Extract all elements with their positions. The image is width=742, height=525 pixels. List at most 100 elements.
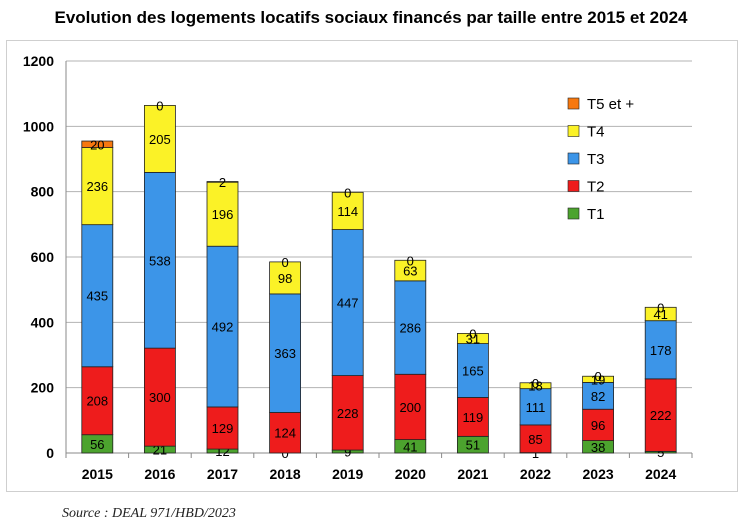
data-label: 9 [344,445,351,460]
bar-segment [269,293,302,413]
legend-swatch [567,207,580,220]
data-label: 208 [86,394,108,409]
x-tick-label: 2017 [207,466,238,482]
data-label: 19 [591,372,605,387]
bar-segment [81,147,114,226]
x-tick-label: 2019 [332,466,363,482]
data-label: 0 [407,253,414,268]
bar-segment [206,406,239,450]
x-tick-label: 2024 [645,466,676,482]
bar-segment [582,408,614,441]
x-tick-label: 2023 [583,466,614,482]
data-label: 0 [344,185,351,200]
legend-label: T1 [587,206,605,223]
data-label: 300 [149,390,171,405]
bar-segment [331,191,364,230]
legend-swatch [567,125,580,137]
legend-swatch [567,97,580,110]
bar-segment [456,397,489,437]
legend-swatch [567,152,580,165]
data-label: 98 [278,271,292,286]
data-label: 165 [462,364,484,379]
data-label: 363 [274,346,296,361]
data-label: 129 [212,421,234,436]
legend-label: T4 [587,124,605,141]
data-label: 0 [594,369,601,384]
y-tick-label: 800 [31,184,55,200]
data-label: 178 [650,343,672,358]
x-tick-label: 2018 [270,466,301,482]
bar-segment [81,366,114,436]
data-label: 0 [469,326,476,341]
bar-segment [143,347,176,447]
data-label: 435 [86,289,108,304]
x-tick-label: 2016 [144,466,175,482]
bar-segment [81,140,114,148]
data-label: 447 [337,296,359,311]
data-label: 56 [90,437,104,452]
x-tick-label: 2021 [457,466,488,482]
data-label: 96 [591,418,605,433]
y-tick-label: 0 [46,445,54,461]
data-label: 492 [212,320,234,335]
data-label: 41 [403,439,417,454]
data-label: 82 [591,389,605,404]
data-label: 0 [532,376,539,391]
data-label: 31 [466,332,480,347]
data-label: 38 [591,440,605,455]
bar-segment [644,320,677,380]
data-label: 0 [281,255,288,270]
y-tick-label: 1200 [23,53,54,69]
legend-label: T3 [587,151,605,168]
data-label: 538 [149,253,171,268]
y-tick-label: 600 [31,249,55,265]
chart-title: Evolution des logements locatifs sociaux… [54,8,688,27]
data-label: 51 [466,438,480,453]
legend-swatch [567,180,580,192]
data-label: 1 [532,446,539,461]
data-label: 20 [90,137,104,152]
data-label: 85 [528,432,542,447]
data-label: 228 [337,406,359,421]
bar-segment [456,343,489,398]
y-tick-label: 1000 [23,118,54,134]
data-label: 18 [528,379,542,394]
y-tick-label: 400 [31,314,55,330]
bar-segment [143,105,176,173]
bar-segment [143,171,176,349]
data-label: 41 [653,307,667,322]
data-label: 286 [399,321,421,336]
x-tick-label: 2020 [395,466,426,482]
data-label: 200 [399,400,421,415]
data-label: 114 [337,204,358,219]
data-label: 2 [219,175,226,190]
data-label: 236 [86,179,108,194]
data-label: 0 [657,300,664,315]
source-note: Source : DEAL 971/HBD/2023 [62,506,236,521]
y-tick-label: 200 [31,380,55,396]
bar-segment [331,375,364,451]
bar-segment [81,224,114,368]
bar-segment [206,181,239,183]
chart-frame [6,40,738,492]
bar-segment [269,412,302,454]
x-tick-label: 2015 [82,466,113,482]
bar-segment [331,229,364,376]
data-label: 222 [650,408,672,423]
legend-label: T5 et + [587,96,634,113]
data-label: 196 [212,207,234,222]
data-label: 0 [156,98,163,113]
data-label: 5 [657,445,664,460]
bar-segment [206,245,239,408]
bar-segment [206,181,239,247]
x-tick-label: 2022 [520,466,551,482]
legend-label: T2 [587,179,605,196]
data-label: 0 [281,446,288,461]
data-label: 124 [274,426,296,441]
bar-segment [269,261,302,295]
data-label: 119 [463,410,484,425]
data-label: 111 [526,400,546,415]
data-label: 205 [149,132,171,147]
data-label: 63 [403,264,417,279]
